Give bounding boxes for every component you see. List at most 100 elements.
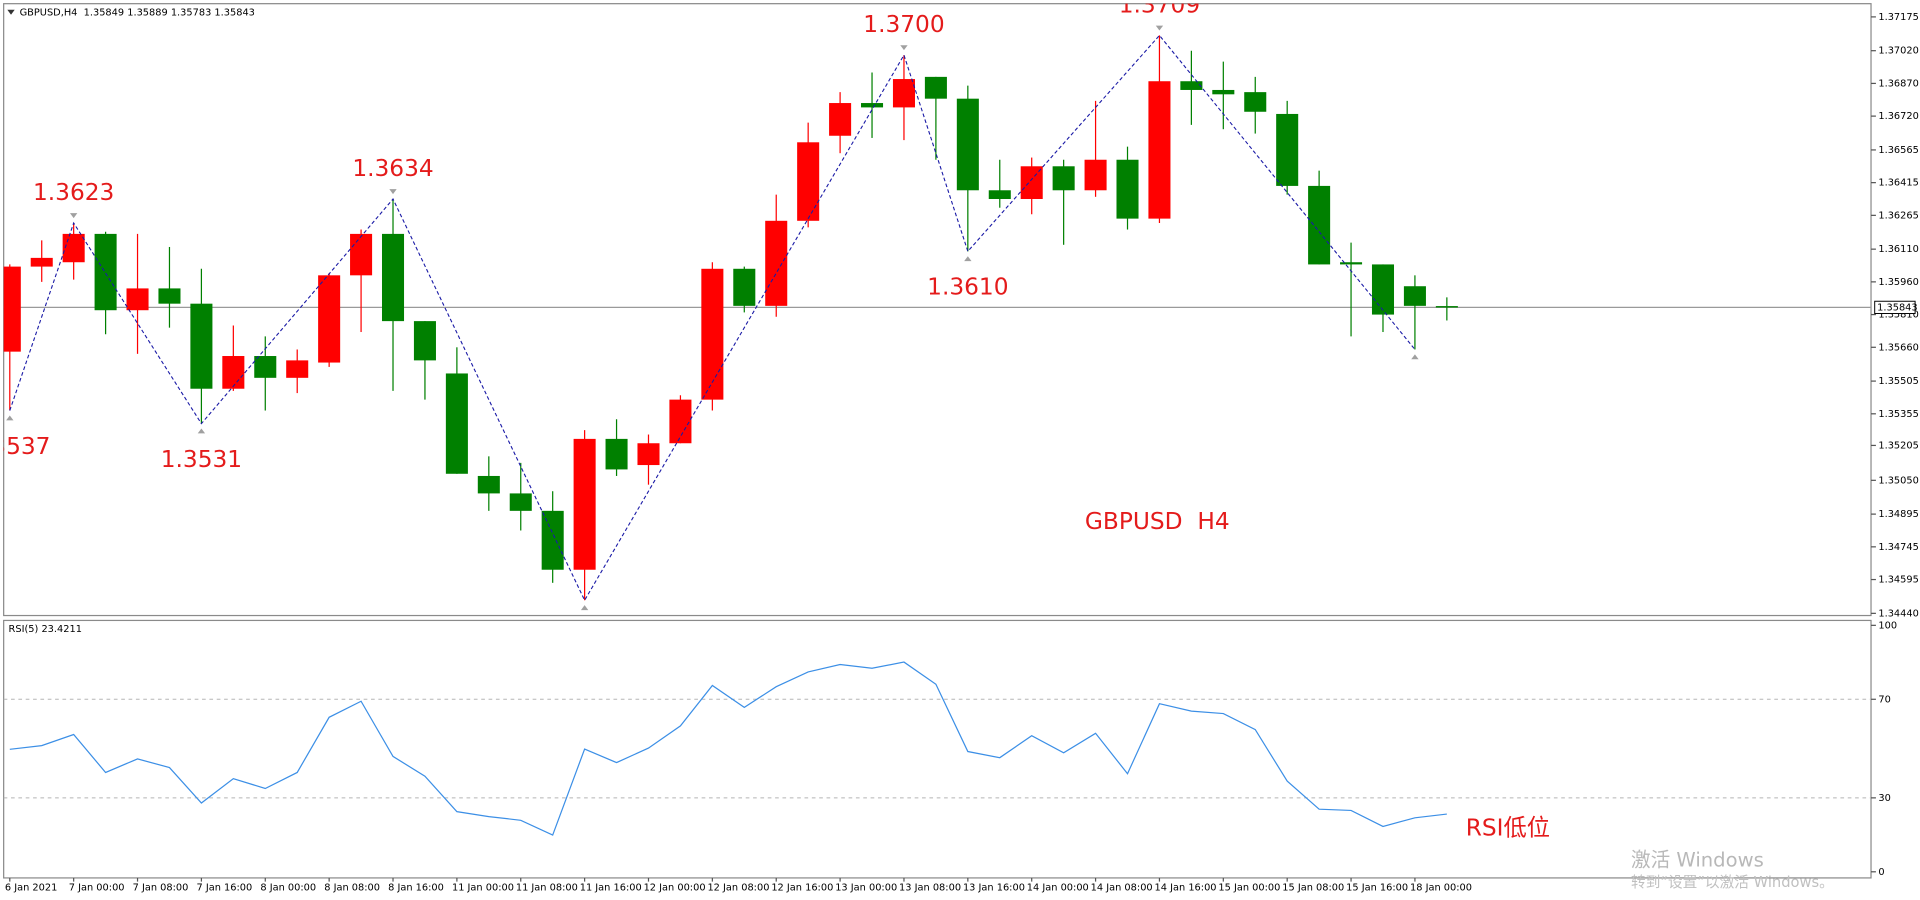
- panel-menu-icon[interactable]: [7, 9, 15, 15]
- candle-body: [381, 233, 405, 322]
- y-tick-label: 1.36110: [1878, 244, 1918, 255]
- candle-body: [1435, 306, 1458, 308]
- y-tick-label: 1.36720: [1878, 111, 1918, 122]
- y-tick-label: 1.36415: [1878, 178, 1918, 189]
- candle-body: [62, 233, 85, 263]
- y-tick-label: 0: [1878, 867, 1884, 878]
- y-tick-label: 1.35205: [1878, 440, 1918, 451]
- axes: 1.37175 1.37020 1.36870 1.36720 1.36565 1.364…: [5, 12, 1919, 894]
- y-tick-label: 1.34595: [1878, 575, 1918, 586]
- x-tick-label: 7 Jan 08:00: [133, 883, 189, 894]
- y-tick-label: 70: [1878, 694, 1890, 705]
- candle-body: [413, 321, 436, 361]
- zigzag-label: 1.3634: [352, 155, 433, 182]
- candle-body: [573, 438, 596, 570]
- candle-body: [1116, 159, 1139, 219]
- y-tick-label: 1.36870: [1878, 78, 1918, 89]
- rsi-line: [9, 661, 1447, 836]
- x-tick-label: 7 Jan 00:00: [69, 883, 125, 894]
- current-price-box: [1874, 300, 1916, 315]
- zigzag-marker: [197, 428, 206, 434]
- candle-body: [190, 303, 213, 389]
- x-tick-label: 11 Jan 00:00: [452, 883, 514, 894]
- candle-body: [541, 510, 564, 570]
- x-tick-label: 12 Jan 08:00: [707, 883, 769, 894]
- candle-body: [30, 257, 53, 267]
- x-tick-label: 12 Jan 16:00: [771, 883, 833, 894]
- y-tick-label: 30: [1878, 793, 1890, 804]
- zigzag-label: 1.3531: [161, 446, 242, 473]
- x-tick-label: 18 Jan 00:00: [1410, 883, 1472, 894]
- zigzag-marker: [6, 415, 14, 421]
- x-tick-label: 14 Jan 16:00: [1155, 883, 1217, 894]
- candle-body: [509, 493, 532, 511]
- candle-body: [1403, 286, 1426, 306]
- candle-body: [733, 268, 756, 306]
- x-tick-label: 15 Jan 08:00: [1282, 883, 1344, 894]
- candle-body: [1052, 166, 1075, 191]
- zigzag-line: [9, 34, 1416, 602]
- candle-body: [1371, 264, 1395, 315]
- candle-body: [924, 76, 947, 99]
- candle-body: [637, 443, 660, 466]
- rsi-header: RSI(5) 23.4211: [9, 624, 82, 635]
- candle-body: [797, 142, 820, 221]
- rsi-annotation: RSI低位: [1466, 814, 1550, 841]
- candle-body: [956, 98, 979, 191]
- price-plot: 1.35371.36231.35311.36341.34501.37001.36…: [0, 4, 1872, 611]
- candle-body: [222, 356, 245, 389]
- rsi-panel-frame: [3, 619, 1872, 879]
- x-tick-label: 14 Jan 00:00: [1027, 883, 1089, 894]
- x-tick-label: 15 Jan 00:00: [1218, 883, 1280, 894]
- x-tick-label: 8 Jan 08:00: [324, 883, 380, 894]
- zigzag-marker: [1411, 354, 1419, 360]
- candle-body: [1084, 159, 1107, 191]
- watermark-subtitle: 转到“设置”以激活 Windows。: [1631, 874, 1834, 891]
- candle-body: [765, 220, 788, 306]
- zigzag-marker: [69, 213, 78, 219]
- watermark-title: 激活 Windows: [1631, 848, 1764, 871]
- y-tick-label: 1.35660: [1878, 342, 1918, 353]
- x-tick-label: 14 Jan 08:00: [1091, 883, 1153, 894]
- zigzag-label: 1.3700: [863, 11, 944, 38]
- zigzag-marker: [1155, 25, 1164, 31]
- y-tick-label: 100: [1878, 620, 1897, 631]
- candle-body: [3, 266, 21, 352]
- y-tick-label: 1.37020: [1878, 46, 1918, 57]
- y-tick-label: 1.34895: [1878, 509, 1918, 520]
- candle-body: [861, 103, 884, 108]
- x-tick-label: 7 Jan 16:00: [197, 883, 253, 894]
- y-tick-label: 1.37175: [1878, 12, 1918, 23]
- y-tick-label: 1.34745: [1878, 542, 1918, 553]
- x-tick-label: 8 Jan 00:00: [260, 883, 316, 894]
- candle-body: [126, 288, 149, 311]
- y-tick-label: 1.35505: [1878, 376, 1918, 387]
- x-tick-label: 11 Jan 16:00: [580, 883, 642, 894]
- y-tick-label: 1.36265: [1878, 210, 1918, 221]
- zigzag-label: 1.3537: [0, 433, 50, 460]
- zigzag-marker: [964, 256, 972, 262]
- candle-body: [1148, 81, 1171, 219]
- candle-body: [829, 103, 852, 136]
- x-tick-label: 13 Jan 08:00: [899, 883, 961, 894]
- candle-body: [254, 356, 277, 378]
- x-tick-label: 13 Jan 00:00: [835, 883, 897, 894]
- candle-body: [158, 288, 181, 304]
- rsi-plot: [3, 661, 1872, 836]
- x-tick-label: 6 Jan 2021: [5, 883, 57, 894]
- y-tick-label: 1.35355: [1878, 409, 1918, 420]
- candle-body: [669, 399, 692, 444]
- zigzag-marker: [900, 45, 908, 51]
- x-tick-label: 13 Jan 16:00: [963, 883, 1025, 894]
- candle-body: [1212, 89, 1235, 95]
- y-tick-label: 1.36565: [1878, 145, 1918, 156]
- zigzag-label: 1.3623: [33, 179, 114, 206]
- x-tick-label: 8 Jan 16:00: [388, 883, 444, 894]
- candle-body: [892, 79, 915, 108]
- candle-body: [477, 475, 500, 494]
- candle-body: [1020, 166, 1043, 199]
- candle-body: [318, 275, 341, 363]
- candle-body: [701, 268, 724, 400]
